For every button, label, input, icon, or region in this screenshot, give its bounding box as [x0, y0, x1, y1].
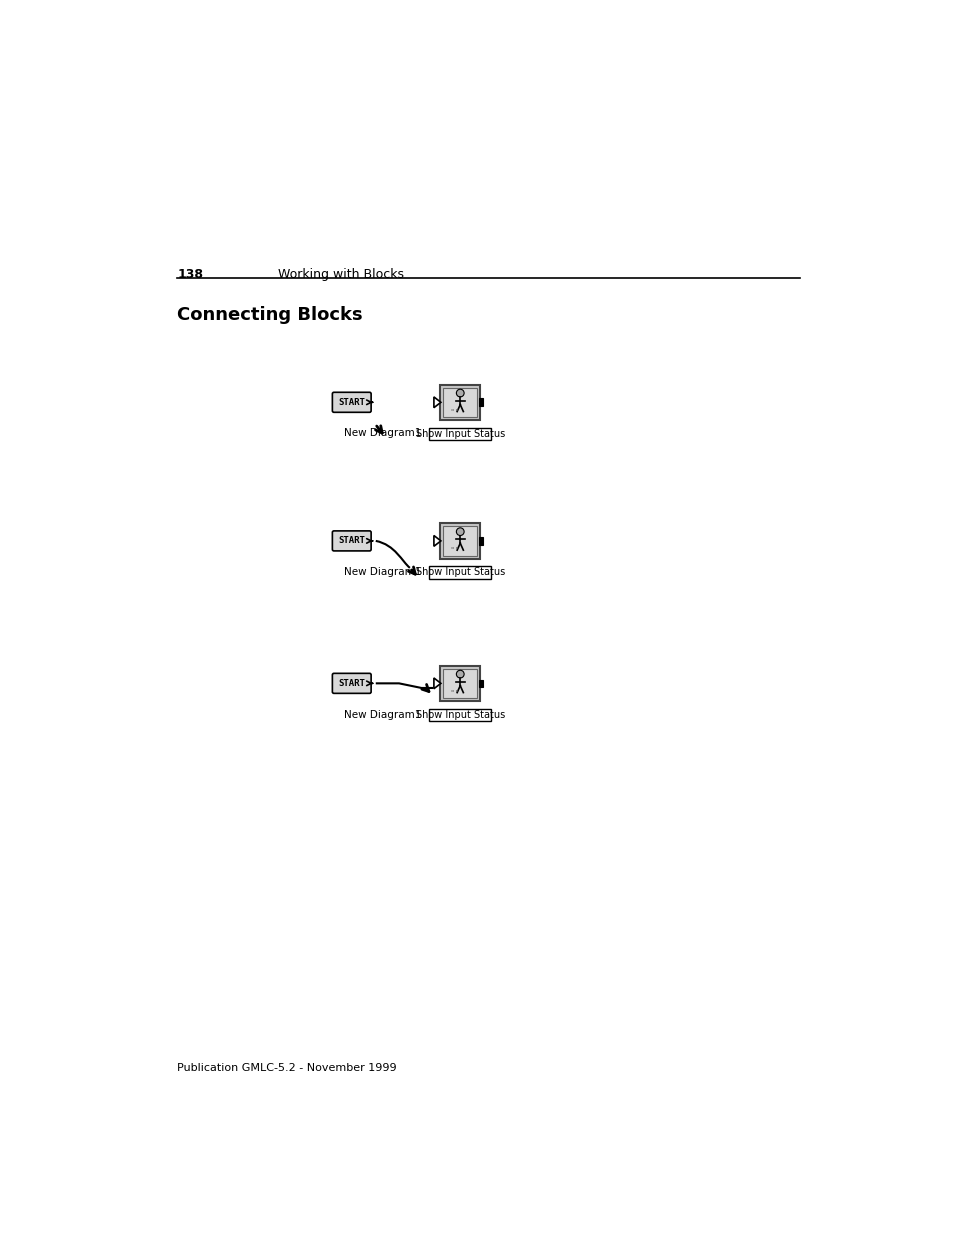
- Bar: [439, 524, 480, 558]
- Bar: [478, 537, 483, 545]
- Ellipse shape: [456, 389, 464, 396]
- Text: New Diagram1: New Diagram1: [344, 710, 421, 720]
- Bar: [478, 679, 483, 687]
- Text: New Diagram1: New Diagram1: [344, 567, 421, 577]
- Polygon shape: [434, 678, 440, 689]
- Text: START: START: [338, 536, 365, 546]
- Bar: [478, 399, 483, 406]
- Bar: [429, 427, 491, 440]
- Text: START: START: [338, 398, 365, 406]
- Ellipse shape: [456, 527, 464, 536]
- Text: " ": " ": [451, 547, 458, 553]
- FancyBboxPatch shape: [332, 673, 371, 693]
- Bar: [439, 384, 480, 420]
- Text: 138: 138: [177, 268, 203, 280]
- Bar: [443, 668, 476, 698]
- Text: Show Input Status: Show Input Status: [416, 429, 504, 438]
- Ellipse shape: [456, 671, 464, 678]
- Text: Connecting Blocks: Connecting Blocks: [177, 306, 363, 324]
- Bar: [439, 666, 480, 701]
- Text: Show Input Status: Show Input Status: [416, 567, 504, 578]
- Text: " ": " ": [451, 409, 458, 415]
- Bar: [443, 388, 476, 417]
- Bar: [429, 567, 491, 579]
- Polygon shape: [434, 536, 440, 546]
- Text: Publication GMLC-5.2 - November 1999: Publication GMLC-5.2 - November 1999: [177, 1063, 396, 1073]
- Text: " ": " ": [451, 689, 458, 695]
- FancyBboxPatch shape: [332, 393, 371, 412]
- FancyBboxPatch shape: [332, 531, 371, 551]
- Text: New Diagram1: New Diagram1: [344, 429, 421, 438]
- Text: Working with Blocks: Working with Blocks: [278, 268, 404, 280]
- Text: START: START: [338, 679, 365, 688]
- Bar: [443, 526, 476, 556]
- Polygon shape: [434, 396, 440, 408]
- Text: Show Input Status: Show Input Status: [416, 710, 504, 720]
- Bar: [429, 709, 491, 721]
